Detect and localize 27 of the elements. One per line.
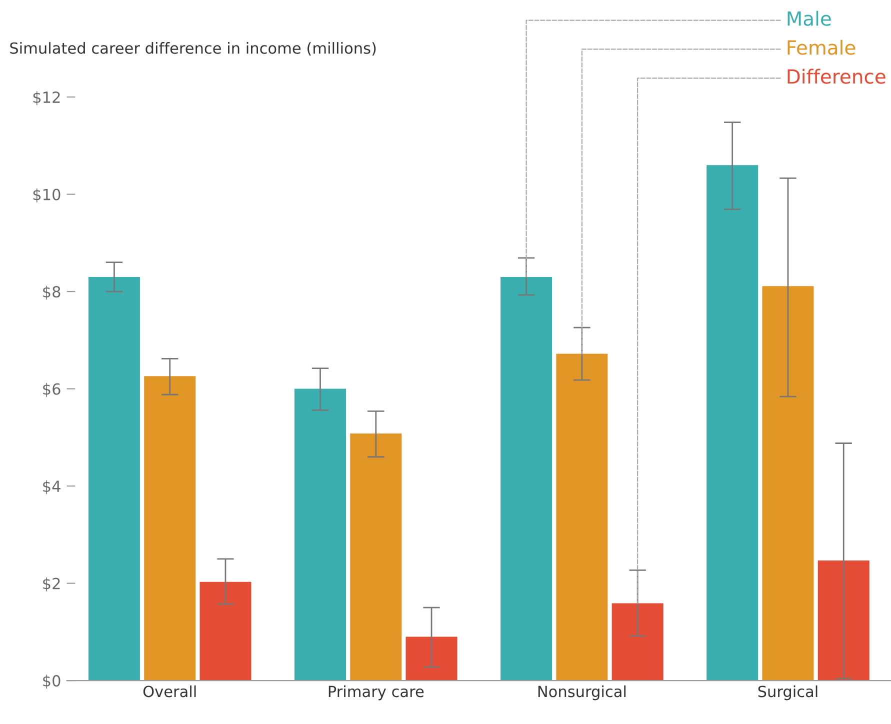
y-tick-label: $6 — [43, 382, 60, 397]
x-tick-label: Nonsurgical — [538, 685, 626, 700]
text: Female — [788, 40, 856, 55]
bar — [294, 388, 346, 681]
bar — [706, 165, 758, 681]
bar — [818, 560, 870, 681]
bar — [556, 354, 608, 681]
x-tick-label: Overall — [143, 685, 196, 698]
bar — [612, 603, 664, 681]
y-tick-label: $12 — [33, 91, 60, 106]
y-tick-label: $2 — [43, 578, 60, 592]
bar — [762, 286, 814, 681]
x-tick-label: Primary care — [328, 685, 424, 700]
text: Male — [788, 10, 831, 26]
bar — [200, 582, 252, 681]
y-tick-label: $4 — [43, 480, 60, 494]
y-tick-label: $10 — [33, 188, 60, 202]
y-tick-label: $8 — [43, 286, 60, 300]
y-tick-label: $0 — [43, 674, 60, 689]
bar — [144, 376, 196, 681]
bar — [500, 276, 552, 681]
bar — [406, 636, 458, 681]
bar — [350, 434, 402, 681]
bar — [88, 276, 140, 681]
text: Difference — [788, 68, 886, 84]
x-tick-label: Surgical — [758, 685, 818, 700]
chart-title: Simulated career difference in income (millions) — [10, 42, 376, 56]
